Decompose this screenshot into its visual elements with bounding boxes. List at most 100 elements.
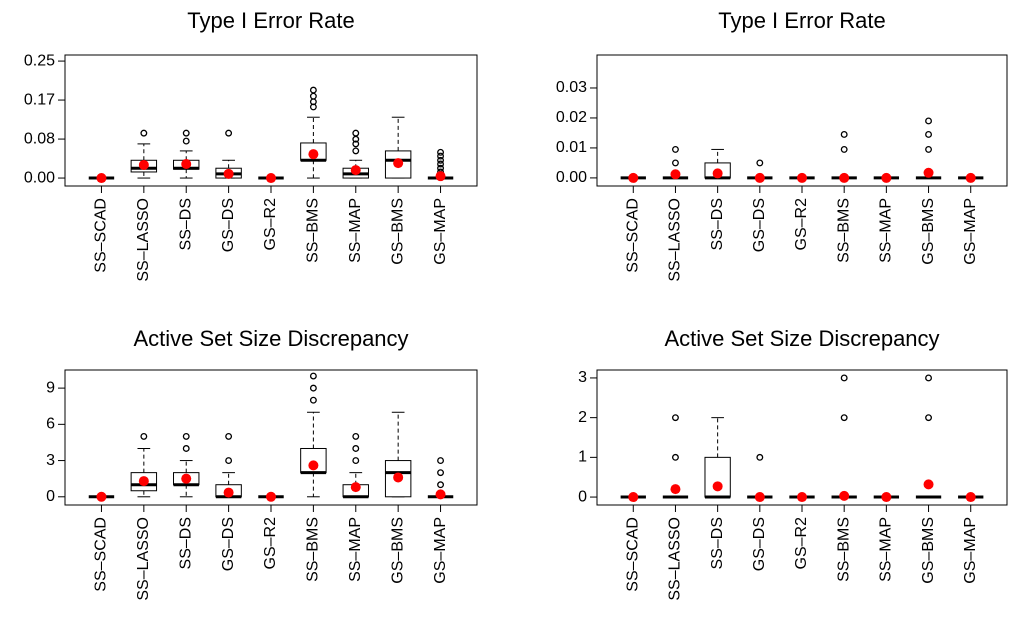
x-tick-label: SS–LASSO xyxy=(135,198,152,282)
outlier xyxy=(672,159,679,167)
outlier xyxy=(840,374,848,382)
outlier xyxy=(437,152,444,160)
outlier xyxy=(925,374,932,382)
outlier xyxy=(309,372,317,380)
x-tick-label: SS–DS xyxy=(177,198,194,250)
plot-frame xyxy=(64,369,478,506)
mean-point xyxy=(670,484,681,495)
y-tick-label: 0 xyxy=(578,488,587,505)
outlier xyxy=(672,453,679,461)
outlier xyxy=(140,129,148,137)
mean-point xyxy=(839,490,850,501)
outlier xyxy=(437,148,444,156)
plot-frame xyxy=(596,369,1008,506)
outlier xyxy=(925,130,932,138)
x-tick-label: SS–SCAD xyxy=(93,517,110,592)
y-tick-label: 6 xyxy=(46,416,55,433)
outlier xyxy=(352,140,360,148)
outlier xyxy=(182,129,190,137)
mean-point xyxy=(393,158,404,169)
mean-point xyxy=(266,491,276,502)
mean-point xyxy=(881,172,892,183)
x-tick-label: SS–LASSO xyxy=(667,198,684,282)
x-tick-label: GS–BMS xyxy=(920,517,937,584)
outlier xyxy=(756,159,764,167)
outlier xyxy=(352,129,360,137)
outlier xyxy=(225,432,233,440)
mean-point xyxy=(965,492,976,503)
mean-point xyxy=(393,472,404,483)
outlier xyxy=(672,145,679,153)
outlier xyxy=(840,130,848,138)
outlier xyxy=(437,160,444,168)
plot-frame xyxy=(596,54,1008,187)
mean-point xyxy=(839,172,850,183)
y-tick-label: 0.01 xyxy=(556,139,587,156)
y-tick-label: 0 xyxy=(46,488,55,505)
y-tick-label: 0.02 xyxy=(556,109,587,126)
mean-point xyxy=(797,172,807,183)
panel-title: Type I Error Rate xyxy=(187,8,355,33)
panel-title: Active Set Size Discrepancy xyxy=(133,326,408,351)
outlier xyxy=(925,414,932,422)
outlier xyxy=(352,432,360,440)
x-tick-label: SS–DS xyxy=(709,198,726,250)
x-tick-label: SS–BMS xyxy=(305,517,322,582)
outlier xyxy=(225,129,233,137)
outlier xyxy=(309,92,317,100)
x-tick-label: GS–BMS xyxy=(389,198,406,265)
mean-point xyxy=(712,481,723,492)
x-tick-label: GS–DS xyxy=(220,517,237,571)
mean-point xyxy=(266,173,276,184)
x-tick-label: SS–MAP xyxy=(347,198,364,263)
outlier xyxy=(925,145,932,153)
y-tick-label: 0.03 xyxy=(556,79,587,96)
mean-point xyxy=(138,159,149,170)
y-tick-label: 9 xyxy=(46,379,55,396)
outlier xyxy=(437,469,444,477)
outlier xyxy=(840,414,848,422)
y-tick-label: 0.00 xyxy=(24,169,55,186)
x-tick-label: SS–MAP xyxy=(878,517,895,582)
outlier xyxy=(352,147,360,155)
outlier xyxy=(182,445,190,452)
x-tick-label: SS–DS xyxy=(177,517,194,569)
outlier xyxy=(840,145,848,153)
y-tick-label: 0.08 xyxy=(24,130,55,147)
mean-point xyxy=(628,172,639,183)
outlier xyxy=(352,445,360,452)
mean-point xyxy=(181,159,192,170)
mean-point xyxy=(754,492,765,503)
x-tick-label: GS–R2 xyxy=(793,198,810,251)
x-tick-label: GS–DS xyxy=(751,517,768,571)
mean-point xyxy=(435,171,446,182)
x-tick-label: GS–DS xyxy=(220,198,237,252)
mean-point xyxy=(881,492,892,503)
mean-point xyxy=(96,173,107,184)
mean-point xyxy=(754,172,765,183)
outlier xyxy=(309,396,317,404)
outlier xyxy=(352,457,360,465)
mean-point xyxy=(138,476,149,487)
x-tick-label: GS–DS xyxy=(751,198,768,252)
mean-point xyxy=(670,169,681,180)
outlier xyxy=(309,384,317,392)
mean-point xyxy=(797,492,807,503)
outlier xyxy=(437,156,444,164)
mean-point xyxy=(965,172,976,183)
mean-point xyxy=(628,492,639,503)
x-tick-label: SS–MAP xyxy=(878,198,895,263)
outlier xyxy=(672,414,679,422)
x-tick-label: SS–BMS xyxy=(835,517,852,582)
x-tick-label: SS–SCAD xyxy=(93,198,110,273)
y-tick-label: 1 xyxy=(578,449,587,466)
y-tick-label: 0.00 xyxy=(556,169,587,186)
mean-point xyxy=(712,168,723,179)
outlier xyxy=(182,137,190,145)
outlier xyxy=(182,432,190,440)
x-tick-label: GS–MAP xyxy=(962,198,979,265)
x-tick-label: SS–LASSO xyxy=(135,517,152,601)
y-tick-label: 3 xyxy=(578,369,587,386)
outlier xyxy=(309,86,317,94)
